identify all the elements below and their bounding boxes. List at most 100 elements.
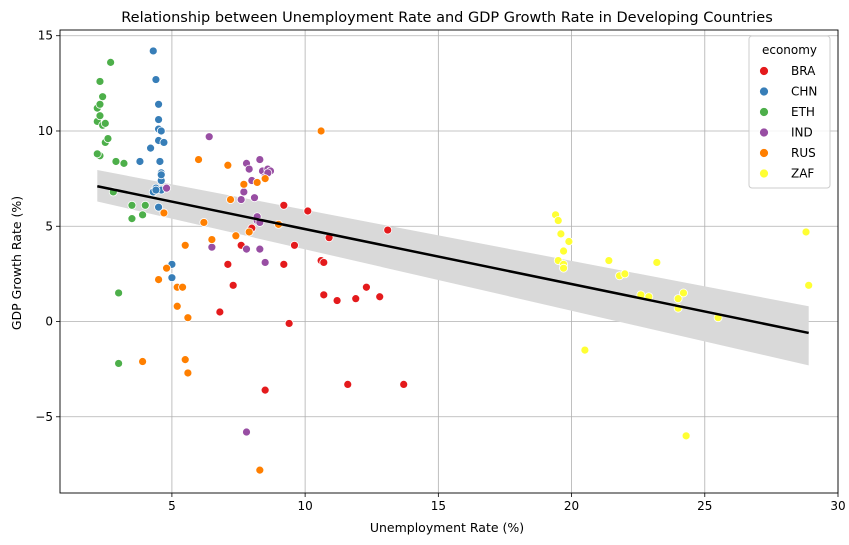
- point-rus: [244, 227, 254, 237]
- point-eth: [95, 99, 105, 109]
- point-rus: [255, 465, 265, 475]
- point-rus: [180, 240, 190, 250]
- point-ind: [207, 242, 217, 252]
- y-tick-label: 15: [38, 29, 53, 43]
- point-eth: [127, 214, 137, 224]
- legend-marker-chn: [759, 86, 769, 97]
- point-rus: [226, 195, 235, 204]
- point-bra: [343, 379, 353, 389]
- legend-title: economy: [762, 43, 817, 57]
- legend-label-rus: RUS: [791, 146, 816, 160]
- point-eth: [103, 134, 113, 144]
- point-zaf: [559, 246, 568, 256]
- point-bra: [215, 307, 225, 317]
- point-rus: [252, 178, 262, 187]
- point-rus: [162, 263, 171, 273]
- point-ind: [242, 244, 251, 254]
- point-ind: [250, 193, 259, 203]
- point-zaf: [556, 229, 566, 239]
- point-bra: [290, 240, 299, 250]
- point-ind: [239, 187, 249, 197]
- point-zaf: [679, 288, 688, 298]
- y-tick-label: 0: [45, 315, 53, 329]
- point-ind: [260, 258, 270, 267]
- point-rus: [194, 155, 203, 164]
- point-ind: [255, 244, 265, 254]
- point-rus: [138, 357, 147, 366]
- point-bra: [284, 319, 294, 328]
- point-chn: [167, 273, 177, 283]
- legend-marker-bra: [759, 66, 769, 76]
- point-eth: [127, 200, 137, 210]
- point-bra: [362, 282, 371, 292]
- point-ind: [255, 155, 265, 164]
- point-rus: [154, 275, 163, 285]
- point-eth: [140, 200, 150, 210]
- point-eth: [106, 57, 116, 67]
- point-chn: [135, 157, 145, 166]
- point-rus: [223, 160, 233, 170]
- plot-frame: [59, 29, 839, 494]
- legend-box: [748, 35, 831, 189]
- point-rus: [183, 313, 193, 323]
- point-eth: [114, 359, 124, 368]
- point-zaf: [681, 431, 691, 441]
- point-bra: [399, 379, 409, 389]
- point-zaf: [553, 216, 563, 225]
- point-eth: [95, 111, 105, 121]
- x-tick-label: 15: [431, 499, 446, 513]
- legend-marker-eth: [759, 107, 769, 117]
- point-bra: [383, 225, 393, 235]
- point-rus: [183, 368, 193, 378]
- point-eth: [98, 92, 108, 102]
- point-zaf: [801, 227, 811, 237]
- scatter-points: [92, 46, 814, 475]
- legend-label-chn: CHN: [791, 85, 817, 99]
- point-zaf: [620, 269, 630, 279]
- y-tick-label: 10: [38, 124, 53, 138]
- confidence-band: [97, 170, 809, 366]
- point-rus: [172, 301, 182, 311]
- point-chn: [159, 138, 169, 147]
- point-chn: [146, 143, 155, 153]
- point-zaf: [652, 258, 662, 267]
- x-tick-label: 30: [830, 499, 845, 513]
- point-rus: [159, 208, 169, 218]
- regression-line: [97, 185, 809, 335]
- legend-marker-zaf: [759, 168, 769, 179]
- axes: 5 10 15 20 25 30 −5 0 5 10 15: [35, 29, 845, 513]
- legend-label-zaf: ZAF: [791, 167, 814, 181]
- legend: economy BRA CHN ETH IND RUS ZAF: [748, 35, 831, 189]
- legend-marker-ind: [759, 127, 769, 138]
- x-axis-label: Unemployment Rate (%): [370, 520, 524, 535]
- point-zaf: [564, 237, 574, 246]
- point-ind: [236, 195, 246, 204]
- point-rus: [316, 126, 326, 136]
- point-bra: [375, 292, 385, 302]
- point-chn: [156, 170, 166, 180]
- legend-label-eth: ETH: [791, 105, 815, 119]
- point-bra: [228, 280, 238, 290]
- point-ind: [162, 183, 171, 193]
- point-chn: [154, 115, 163, 124]
- point-eth: [92, 149, 102, 159]
- legend-marker-rus: [759, 148, 769, 158]
- legend-label-ind: IND: [791, 126, 813, 140]
- point-chn: [154, 202, 163, 212]
- x-tick-label: 10: [297, 499, 312, 513]
- point-bra: [319, 258, 329, 267]
- point-ind: [244, 164, 254, 174]
- y-axis-label: GDP Growth Rate (%): [9, 196, 24, 330]
- point-bra: [319, 290, 329, 300]
- x-tick-label: 5: [168, 499, 176, 513]
- point-chn: [154, 99, 163, 109]
- point-eth: [114, 288, 124, 298]
- chart-title: Relationship between Unemployment Rate a…: [121, 10, 773, 26]
- point-chn: [156, 126, 166, 136]
- point-ind: [204, 132, 214, 142]
- point-zaf: [804, 280, 814, 290]
- point-eth: [138, 210, 147, 220]
- point-chn: [151, 75, 161, 84]
- point-rus: [178, 282, 187, 292]
